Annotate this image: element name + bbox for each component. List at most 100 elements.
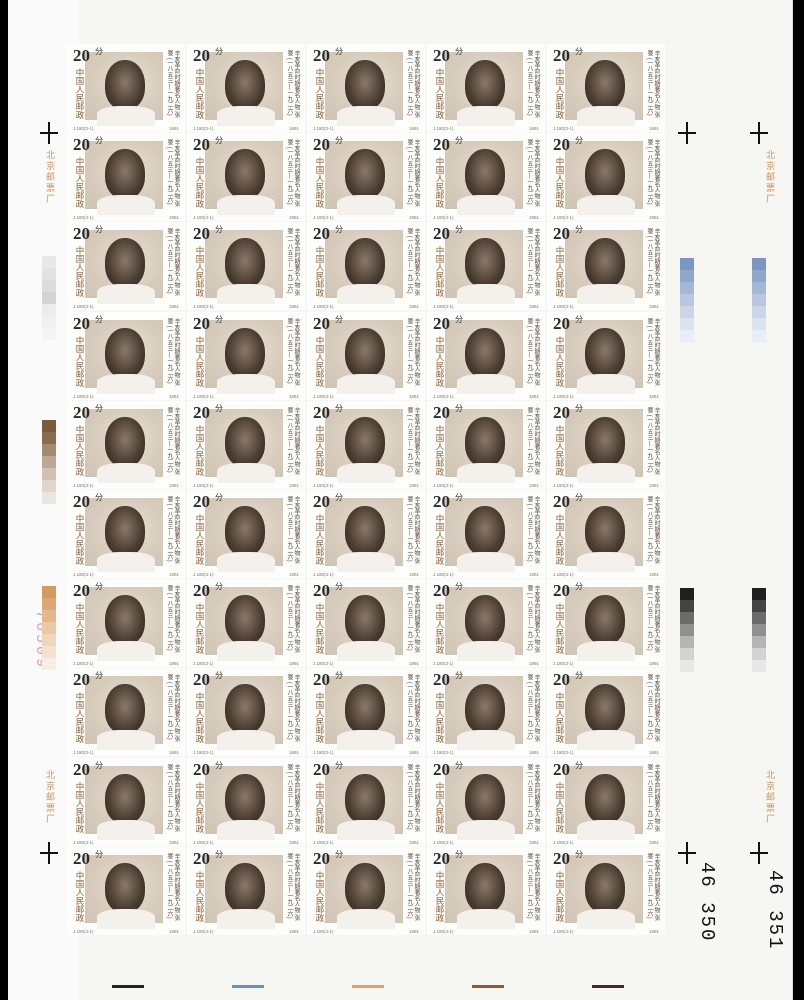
stamp-code: J.180(3-1) xyxy=(73,304,94,310)
color-bar-swatch xyxy=(680,612,694,624)
country-name: 中国人民邮政 xyxy=(315,246,325,298)
fen-mark: 分 xyxy=(455,849,463,859)
stamp-code: J.180(3-1) xyxy=(193,304,214,310)
stamp: 20 分中国人民邮政 辛亥革命时期著名人物 张謇 (一八五三—一九二六) J.180(… xyxy=(187,668,305,757)
portrait-head xyxy=(225,595,265,646)
portrait-head xyxy=(225,149,265,200)
country-name: 中国人民邮政 xyxy=(75,68,85,119)
stamp: 20 分中国人民邮政 辛亥革命时期著名人物 张謇 (一八五三—一九二六) J.180(… xyxy=(187,579,305,668)
stamp-caption: 辛亥革命时期著名人物 张謇 (一八五三—一九二六) xyxy=(166,50,179,118)
color-bar-swatch xyxy=(752,624,766,636)
country-name: 中国人民邮政 xyxy=(315,870,325,922)
portrait-head xyxy=(345,595,385,646)
stamp-caption: 辛亥革命时期著名人物 张謇 (一八五三—一九二六) xyxy=(406,228,419,297)
portrait-head xyxy=(225,506,265,556)
stamp-year: 1991 xyxy=(288,839,299,845)
country-name: 中国人民邮政 xyxy=(315,692,325,744)
denomination: 20 xyxy=(553,848,570,868)
stamp-year: 1991 xyxy=(648,750,659,756)
color-bar-swatch xyxy=(42,610,56,622)
portrait-head xyxy=(465,149,505,200)
country-name: 中国人民邮政 xyxy=(555,603,565,655)
stamp-caption: 辛亥革命时期著名人物 张謇 (一八五三—一九二六) xyxy=(526,50,539,118)
stamp: 20 分中国人民邮政 辛亥革命时期著名人物 张謇 (一八五三—一九二六) J.180(… xyxy=(307,846,425,935)
color-bar-swatch xyxy=(42,586,56,598)
portrait-collar xyxy=(217,106,275,126)
stamp-year: 1991 xyxy=(648,839,659,845)
country-name: 中国人民邮政 xyxy=(75,603,85,655)
stamp-year: 1991 xyxy=(528,393,539,399)
portrait-collar xyxy=(217,284,275,305)
stamp-caption: 辛亥革命时期著名人物 张謇 (一八五三—一九二六) xyxy=(166,496,179,564)
stamp: 20 分中国人民邮政 辛亥革命时期著名人物 张謇 (一八五三—一九二六) J.180(… xyxy=(67,400,185,489)
stamp-caption: 辛亥革命时期著名人物 张謇 (一八五三—一九二六) xyxy=(526,317,539,386)
stamp-year: 1991 xyxy=(648,304,659,310)
portrait-collar xyxy=(457,641,515,662)
portrait-collar xyxy=(217,462,275,483)
stamp-caption: 辛亥革命时期著名人物 张謇 (一八五三—一九二六) xyxy=(646,317,659,386)
portrait-collar xyxy=(577,641,635,662)
stamp-caption: 辛亥革命时期著名人物 张謇 (一八五三—一九二六) xyxy=(166,406,179,475)
stamp: 20 分中国人民邮政 辛亥革命时期著名人物 张謇 (一八五三—一九二六) J.180(… xyxy=(307,311,425,400)
stamp: 20 分中国人民邮政 辛亥革命时期著名人物 张謇 (一八五三—一九二六) J.180(… xyxy=(547,846,665,935)
stamp-year: 1991 xyxy=(408,572,419,577)
denomination: 20 xyxy=(193,46,210,65)
registration-mark xyxy=(758,122,760,144)
denomination: 20 xyxy=(313,759,330,779)
color-bar-swatch xyxy=(680,624,694,636)
stamp-year: 1991 xyxy=(528,661,539,667)
portrait-collar xyxy=(577,462,635,483)
country-name: 中国人民邮政 xyxy=(555,157,565,209)
portrait-head xyxy=(585,595,625,646)
color-bar-swatch xyxy=(680,636,694,648)
stamp: 20 分中国人民邮政 辛亥革命时期著名人物 张謇 (一八五三—一九二六) J.180(… xyxy=(427,757,545,846)
denomination: 20 xyxy=(313,313,330,333)
stamp: 20 分中国人民邮政 辛亥革命时期著名人物 张謇 (一八五三—一九二六) J.180(… xyxy=(67,222,185,311)
stamp-code: J.180(3-1) xyxy=(433,572,454,577)
portrait-head xyxy=(465,416,505,467)
country-name: 中国人民邮政 xyxy=(195,68,205,119)
color-bar-swatch xyxy=(42,468,56,480)
stamp-year: 1991 xyxy=(648,928,659,934)
portrait-collar xyxy=(217,373,275,394)
stamp: 20 分中国人民邮政 辛亥革命时期著名人物 张謇 (一八五三—一九二六) J.180(… xyxy=(307,490,425,578)
fen-mark: 分 xyxy=(95,314,103,324)
color-bar-swatch xyxy=(680,588,694,600)
portrait-head xyxy=(465,238,505,289)
stamp-code: J.180(3-1) xyxy=(313,215,334,221)
country-name: 中国人民邮政 xyxy=(435,157,445,209)
color-bar-swatch xyxy=(752,258,766,270)
stamp-code: J.180(3-1) xyxy=(433,661,454,667)
registration-mark xyxy=(686,122,688,144)
bottom-color-strip xyxy=(352,985,384,988)
stamp: 20 分中国人民邮政 辛亥革命时期著名人物 张謇 (一八五三—一九二六) J.180(… xyxy=(427,222,545,311)
stamp-caption: 辛亥革命时期著名人物 张謇 (一八五三—一九二六) xyxy=(646,852,659,921)
stamp-code: J.180(3-1) xyxy=(553,482,574,488)
fen-mark: 分 xyxy=(95,849,103,859)
stamp: 20 分中国人民邮政 辛亥革命时期著名人物 张謇 (一八五三—一九二六) J.180(… xyxy=(187,846,305,935)
denomination: 20 xyxy=(433,224,450,244)
portrait-head xyxy=(225,862,265,913)
stamp: 20 分中国人民邮政 辛亥革命时期著名人物 张謇 (一八五三—一九二六) J.180(… xyxy=(307,757,425,846)
fen-mark: 分 xyxy=(95,225,103,235)
fen-mark: 分 xyxy=(335,760,343,770)
bottom-color-strip xyxy=(592,985,624,988)
denomination: 20 xyxy=(73,313,90,333)
stamp: 20 分中国人民邮政 辛亥革命时期著名人物 张謇 (一八五三—一九二六) J.180(… xyxy=(547,757,665,846)
portrait-collar xyxy=(217,195,275,216)
stamp-code: J.180(3-1) xyxy=(553,393,574,399)
portrait-head xyxy=(585,327,625,378)
stamp-year: 1991 xyxy=(288,661,299,667)
color-bar-swatch xyxy=(680,318,694,330)
portrait-collar xyxy=(457,106,515,126)
denomination: 20 xyxy=(73,46,90,65)
stamp-caption: 辛亥革命时期著名人物 张謇 (一八五三—一九二六) xyxy=(166,674,179,743)
stamp: 20 分中国人民邮政 辛亥革命时期著名人物 张謇 (一八五三—一九二六) J.180(… xyxy=(427,400,545,489)
stamp-code: J.180(3-1) xyxy=(553,215,574,221)
portrait-collar xyxy=(217,819,275,840)
country-name: 中国人民邮政 xyxy=(315,68,325,119)
stamp-caption: 辛亥革命时期著名人物 张謇 (一八五三—一九二六) xyxy=(646,139,659,207)
denomination: 20 xyxy=(313,581,330,601)
portrait-head xyxy=(105,60,145,110)
stamp-caption: 辛亥革命时期著名人物 张謇 (一八五三—一九二六) xyxy=(166,317,179,386)
